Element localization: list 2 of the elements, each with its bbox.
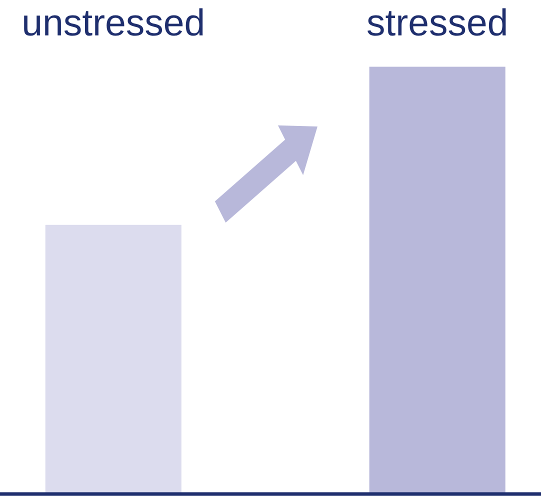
- x-tick-label: unstressed: [24, 8, 203, 36]
- x-tick-label: stressed: [368, 8, 506, 36]
